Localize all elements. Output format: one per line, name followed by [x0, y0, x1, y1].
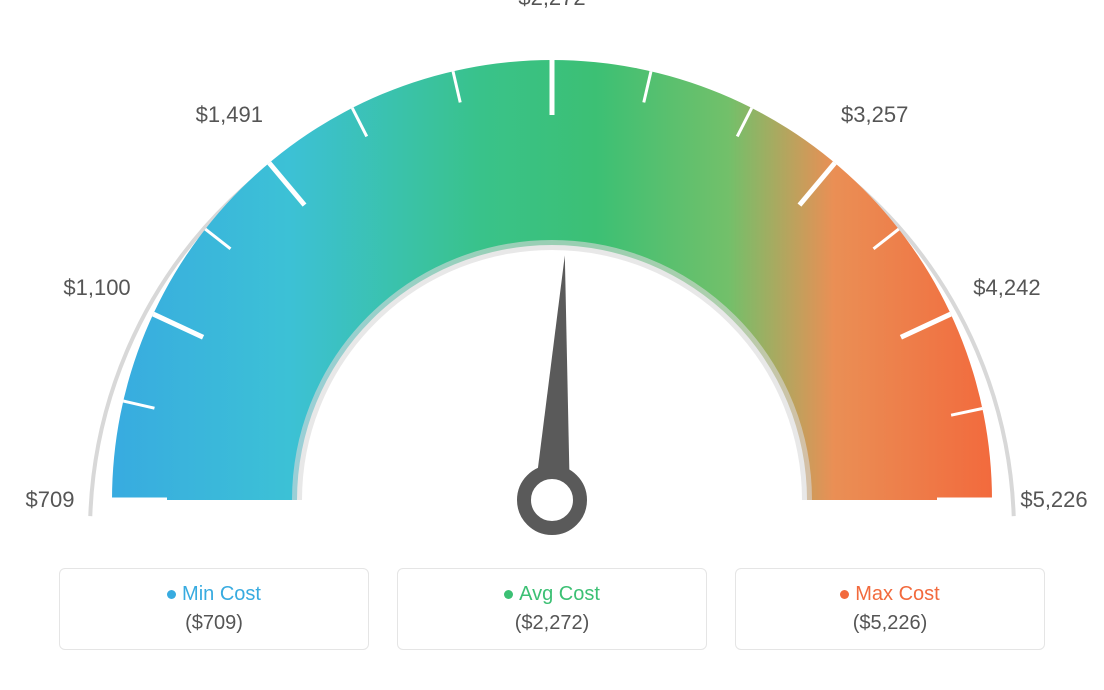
- legend-card-min: Min Cost ($709): [59, 568, 369, 650]
- legend-dot-min: [167, 590, 176, 599]
- legend-card-avg: Avg Cost ($2,272): [397, 568, 707, 650]
- gauge-scale-label: $2,272: [518, 0, 585, 11]
- legend-dot-max: [840, 590, 849, 599]
- legend-title-min: Min Cost: [70, 583, 358, 606]
- legend-title-avg-text: Avg Cost: [519, 583, 600, 605]
- legend-title-min-text: Min Cost: [182, 583, 261, 605]
- legend-value-min: ($709): [70, 612, 358, 635]
- gauge-scale-label: $709: [26, 487, 75, 513]
- legend-title-max: Max Cost: [746, 583, 1034, 606]
- legend-row: Min Cost ($709) Avg Cost ($2,272) Max Co…: [0, 568, 1104, 650]
- legend-title-max-text: Max Cost: [855, 583, 939, 605]
- legend-card-max: Max Cost ($5,226): [735, 568, 1045, 650]
- legend-dot-avg: [504, 590, 513, 599]
- legend-title-avg: Avg Cost: [408, 583, 696, 606]
- gauge-scale-label: $3,257: [841, 102, 908, 128]
- gauge-scale-label: $5,226: [1020, 487, 1087, 513]
- legend-value-max: ($5,226): [746, 612, 1034, 635]
- gauge-scale-label: $1,100: [63, 275, 130, 301]
- gauge-chart: $709 $1,100 $1,491 $2,272 $3,257 $4,242 $5,226: [0, 0, 1104, 560]
- gauge-scale-label: $4,242: [973, 275, 1040, 301]
- legend-value-avg: ($2,272): [408, 612, 696, 635]
- gauge-scale-label: $1,491: [196, 102, 263, 128]
- gauge-svg: [0, 0, 1104, 560]
